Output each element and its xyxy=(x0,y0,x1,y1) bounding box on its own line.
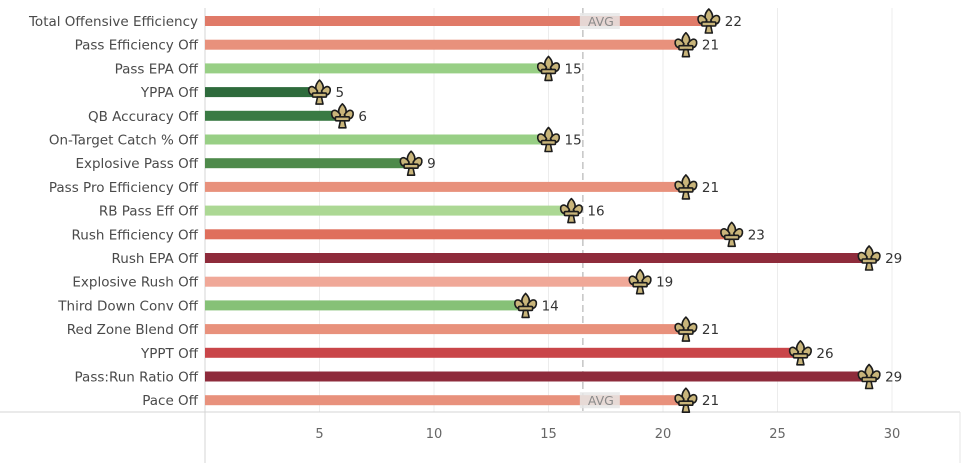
data-label: 9 xyxy=(427,156,436,172)
data-label: 21 xyxy=(702,38,719,54)
x-tick-label: 15 xyxy=(540,427,557,442)
data-label: 15 xyxy=(565,61,582,77)
category-label: YPPT Off xyxy=(140,346,199,362)
category-label: Rush EPA Off xyxy=(112,251,199,267)
data-label: 22 xyxy=(725,14,742,30)
data-label: 29 xyxy=(885,370,902,386)
category-label: On-Target Catch % Off xyxy=(49,133,199,149)
data-label: 23 xyxy=(748,227,765,243)
category-label: Red Zone Blend Off xyxy=(67,322,199,338)
data-label: 29 xyxy=(885,251,902,267)
category-label: Explosive Rush Off xyxy=(72,275,198,291)
data-label: 19 xyxy=(656,275,673,291)
x-tick-label: 10 xyxy=(426,427,443,442)
fleur-de-lis-icon xyxy=(674,174,698,200)
data-label: 15 xyxy=(565,133,582,149)
fleur-de-lis-icon xyxy=(514,292,538,319)
fleur-de-lis-icon xyxy=(536,55,561,82)
category-label: QB Accuracy Off xyxy=(88,109,199,125)
category-label: Pass:Run Ratio Off xyxy=(75,370,199,386)
bar[interactable] xyxy=(205,395,686,406)
bar[interactable] xyxy=(205,87,320,98)
fleur-de-lis-icon xyxy=(674,387,698,414)
category-label: Rush Efficiency Off xyxy=(72,227,199,243)
fleur-de-lis-icon xyxy=(307,79,332,105)
bar[interactable] xyxy=(205,205,572,216)
data-label: 6 xyxy=(358,109,367,125)
bar[interactable] xyxy=(205,300,526,311)
bar[interactable] xyxy=(205,324,686,335)
category-label: Total Offensive Efficiency xyxy=(28,14,198,30)
x-tick-label: 30 xyxy=(884,427,901,442)
data-label: 14 xyxy=(542,298,559,314)
data-label: 21 xyxy=(702,322,719,338)
fleur-de-lis-icon xyxy=(536,126,561,153)
category-label: Pass Efficiency Off xyxy=(75,38,199,54)
average-label-bg xyxy=(579,392,620,409)
bar[interactable] xyxy=(205,134,549,145)
category-label: RB Pass Eff Off xyxy=(99,204,199,220)
bar[interactable] xyxy=(205,276,641,287)
category-label: Pass Pro Efficiency Off xyxy=(49,180,199,196)
fleur-de-lis-icon xyxy=(559,197,583,224)
category-label: Third Down Conv Off xyxy=(57,298,198,314)
fleur-de-lis-icon xyxy=(857,363,881,390)
bar[interactable] xyxy=(205,110,343,121)
data-label: 5 xyxy=(336,85,345,101)
bar[interactable] xyxy=(205,347,801,358)
category-label: Pace Off xyxy=(142,393,198,409)
bar[interactable] xyxy=(205,63,549,74)
bar[interactable] xyxy=(205,16,709,26)
category-label: YPPA Off xyxy=(140,85,199,101)
fleur-de-lis-icon xyxy=(857,245,881,271)
x-tick-label: 25 xyxy=(769,427,786,442)
bar[interactable] xyxy=(205,229,732,240)
bar[interactable] xyxy=(205,158,412,169)
average-label-bg xyxy=(579,13,620,29)
category-label: Explosive Pass Off xyxy=(75,156,198,172)
x-tick-label: 20 xyxy=(655,427,672,442)
data-label: 26 xyxy=(816,346,833,362)
fleur-de-lis-icon xyxy=(697,8,721,34)
data-label: 16 xyxy=(587,204,604,220)
fleur-de-lis-icon xyxy=(628,268,652,295)
fleur-de-lis-icon xyxy=(788,339,812,366)
fleur-de-lis-icon xyxy=(330,103,354,129)
category-label: Pass EPA Off xyxy=(115,61,199,77)
x-tick-label: 5 xyxy=(315,427,323,442)
bar[interactable] xyxy=(205,253,870,263)
bar[interactable] xyxy=(205,39,686,50)
fleur-de-lis-icon xyxy=(674,316,698,342)
fleur-de-lis-icon xyxy=(720,221,744,248)
average-label: AVG xyxy=(588,14,614,29)
bar[interactable] xyxy=(205,181,686,192)
data-label: 21 xyxy=(702,180,719,196)
average-label: AVG xyxy=(588,393,614,408)
fleur-de-lis-icon xyxy=(399,150,423,176)
bar[interactable] xyxy=(205,371,870,382)
fleur-de-lis-icon xyxy=(674,31,698,58)
data-label: 21 xyxy=(702,393,719,409)
